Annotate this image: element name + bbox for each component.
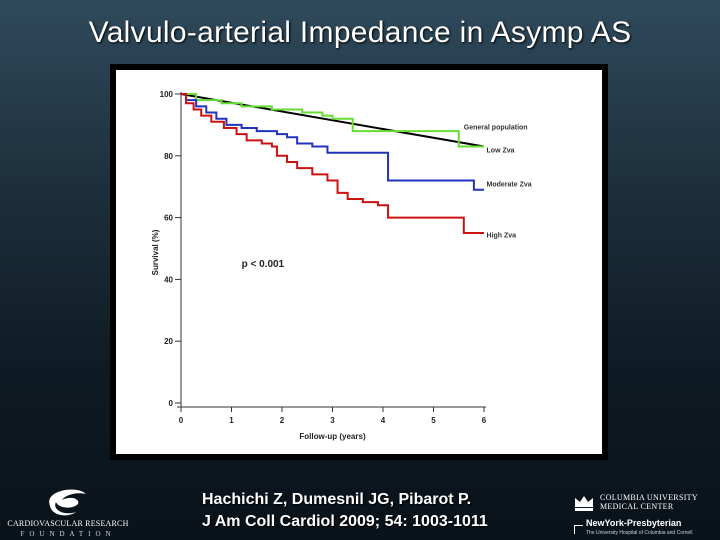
x-tick-label: 2: [280, 416, 285, 425]
y-axis-label: Survival (%): [151, 229, 160, 275]
survival-chart: 0 20 40 60 80 100 0 1 2 3 4 5 6 Follow-up (years) Surv…: [151, 90, 532, 441]
nyp-mark-icon: [574, 525, 583, 534]
crf-subname: FOUNDATION: [20, 530, 116, 538]
x-tick-label: 5: [431, 416, 436, 425]
y-tick-label: 80: [164, 152, 173, 161]
citation-authors: Hachichi Z, Dumesnil JG, Pibarot P.: [202, 491, 472, 508]
citation-journal: J Am Coll Cardiol 2009; 54: 1003-1011: [202, 513, 488, 530]
x-axis-label: Follow-up (years): [299, 432, 366, 441]
legend-label-moderate-zva: Moderate Zva: [487, 182, 532, 189]
x-tick-label: 3: [330, 416, 335, 425]
legend-label-low-zva: Low Zva: [487, 148, 515, 155]
crown-icon: [575, 496, 593, 511]
series-line-moderate-zva: [181, 93, 484, 191]
x-tick-label: 1: [229, 416, 234, 425]
columbia-name: COLUMBIA UNIVERSITY MEDICAL CENTER: [600, 493, 698, 511]
slide-title: Valvulo-arterial Impedance in Asymp AS: [88, 16, 632, 49]
x-tick-label: 4: [381, 416, 386, 425]
nyp-subname: The University Hospital of Columbia and …: [586, 530, 693, 536]
y-tick-label: 40: [164, 275, 173, 284]
y-tick-label: 20: [164, 337, 173, 346]
legend-label-high-zva: High Zva: [487, 233, 517, 240]
columbia-line2: MEDICAL CENTER: [600, 502, 674, 511]
y-tick-label: 100: [160, 90, 174, 99]
crf-logo: CARDIOVASCULAR RESEARCH FOUNDATION: [6, 486, 130, 540]
chart-area: 0 20 40 60 80 100 0 1 2 3 4 5 6 Follow-up (years) Surv…: [116, 70, 602, 454]
crf-swirl-icon: [49, 489, 86, 516]
crf-name: CARDIOVASCULAR RESEARCH: [7, 519, 129, 528]
x-tick-label: 0: [179, 416, 184, 425]
x-tick-label: 6: [482, 416, 487, 425]
series-line-low-zva: [181, 93, 484, 148]
columbia-nyp-logo: COLUMBIA UNIVERSITY MEDICAL CENTER NewYo…: [572, 492, 718, 540]
citation: Hachichi Z, Dumesnil JG, Pibarot P. J Am…: [202, 489, 488, 533]
chart-frame: 0 20 40 60 80 100 0 1 2 3 4 5 6 Follow-up (years) Surv…: [110, 64, 608, 460]
legend-label-general-population: General population: [464, 125, 528, 132]
y-tick-label: 60: [164, 214, 173, 223]
y-tick-label: 0: [169, 399, 174, 408]
p-value-annotation: p < 0.001: [242, 259, 285, 270]
nyp-name: NewYork-Presbyterian: [586, 518, 682, 528]
columbia-line1: COLUMBIA UNIVERSITY: [600, 493, 698, 502]
series-line-high-zva: [181, 93, 484, 235]
